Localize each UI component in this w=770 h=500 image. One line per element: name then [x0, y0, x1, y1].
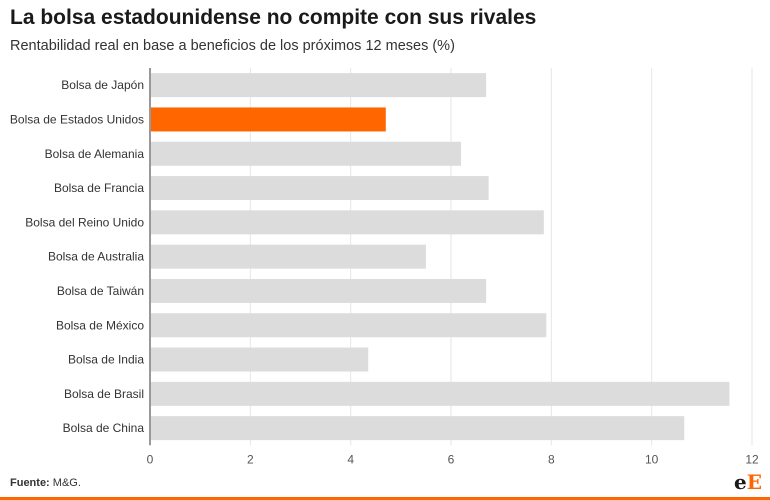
bar [151, 210, 544, 235]
category-label: Bolsa de Alemania [45, 147, 145, 161]
x-tick-label: 12 [745, 452, 759, 466]
x-tick-label: 10 [645, 452, 659, 466]
bar [151, 73, 487, 98]
bar [151, 141, 462, 166]
x-tick-label: 8 [548, 452, 555, 466]
category-label: Bolsa de México [56, 318, 144, 332]
chart-subtitle: Rentabilidad real en base a beneficios d… [10, 38, 455, 54]
x-tick-label: 6 [448, 452, 455, 466]
category-label: Bolsa de Australia [48, 250, 144, 264]
source-label: Fuente: [10, 477, 50, 489]
x-axis-ticks: 0 2 4 6 8 10 12 [147, 68, 759, 466]
brand-logo: eE [734, 470, 762, 494]
category-label: Bolsa de Taiwán [57, 284, 144, 298]
bar [151, 313, 547, 338]
chart-title: La bolsa estadounidense no compite con s… [10, 6, 537, 29]
category-label: Bolsa de Japón [61, 78, 144, 92]
category-labels: Bolsa de Japón Bolsa de Estados Unidos Bol… [10, 78, 144, 435]
source-note: Fuente: M&G. [10, 477, 81, 489]
bar [151, 176, 489, 201]
x-tick-label: 0 [147, 452, 154, 466]
category-label: Bolsa de Francia [54, 181, 144, 195]
bar [151, 278, 487, 303]
bar-chart: Bolsa de Japón Bolsa de Estados Unidos Bol… [10, 68, 759, 466]
source-value: M&G. [52, 477, 81, 489]
category-label: Bolsa de India [68, 353, 144, 367]
bar [151, 244, 426, 269]
category-label: Bolsa de China [63, 421, 145, 435]
bar [151, 347, 369, 372]
bar [151, 381, 730, 406]
category-label: Bolsa del Reino Unido [25, 215, 144, 229]
category-label: Bolsa de Brasil [64, 387, 144, 401]
bottom-accent-line [0, 497, 770, 500]
bar [151, 416, 685, 441]
bar-highlight [151, 107, 386, 132]
x-tick-label: 4 [347, 452, 354, 466]
x-tick-label: 2 [247, 452, 254, 466]
bars [151, 73, 730, 441]
category-label: Bolsa de Estados Unidos [10, 112, 144, 126]
